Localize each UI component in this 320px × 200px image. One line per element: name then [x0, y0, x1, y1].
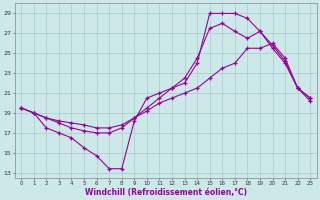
X-axis label: Windchill (Refroidissement éolien,°C): Windchill (Refroidissement éolien,°C) [85, 188, 247, 197]
